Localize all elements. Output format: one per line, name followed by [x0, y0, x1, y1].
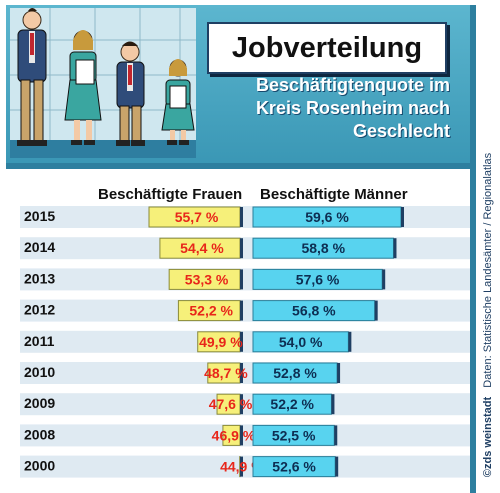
series-header-men: Beschäftigte Männer	[260, 186, 408, 203]
men-bar-edge	[335, 456, 339, 477]
row-band	[20, 268, 470, 291]
right-edge-strip	[470, 5, 476, 493]
women-bar-edge	[240, 394, 243, 415]
source-brand: ©zds weinstadt	[482, 396, 494, 478]
men-bar-edge	[331, 394, 335, 415]
men-bar-edge	[337, 363, 341, 383]
year-label: 2011	[24, 333, 55, 349]
person-man-left	[17, 8, 47, 146]
row-band	[20, 237, 470, 260]
row-band	[20, 393, 470, 416]
chart-title: Jobverteilung	[231, 32, 423, 64]
women-value-label: 54,4 %	[180, 240, 224, 256]
men-value-label: 58,8 %	[301, 240, 345, 256]
women-value-label: 55,7 %	[175, 209, 219, 225]
row-band	[20, 455, 470, 478]
women-value-label: 49,9 %	[199, 334, 243, 350]
men-value-label: 52,6 %	[272, 459, 316, 475]
series-header-women: Beschäftigte Frauen	[98, 186, 243, 203]
men-value-label: 52,8 %	[273, 365, 317, 381]
women-bar-edge	[240, 238, 243, 259]
person-man-right	[116, 41, 145, 146]
men-bar-edge	[334, 425, 338, 446]
person-woman-right	[161, 59, 195, 145]
row-band	[20, 424, 470, 447]
floor	[10, 140, 196, 158]
women-value-label: 46,9 %	[212, 427, 256, 443]
men-value-label: 52,2 %	[270, 396, 314, 412]
men-value-label: 52,5 %	[272, 427, 316, 443]
year-label: 2008	[24, 426, 55, 442]
row-band	[20, 330, 470, 353]
women-bar-edge	[240, 456, 243, 477]
men-bar-edge	[374, 300, 378, 321]
men-bar-edge	[348, 331, 352, 352]
men-bar-edge	[393, 238, 397, 259]
person-woman-left	[64, 30, 102, 145]
women-bar-edge	[240, 269, 243, 290]
source-credit: ©zds weinstadt Daten: Statistische Lande…	[482, 153, 494, 477]
women-bar-edge	[240, 300, 243, 321]
source-text: Daten: Statistische Landesämter / Region…	[482, 152, 494, 388]
men-value-label: 57,6 %	[296, 271, 340, 287]
chart-rows: 2015 55,7 % 59,6 % 2014 54,4 % 58,8 % 2013 53,3…	[20, 206, 470, 478]
subtitle-line-3: Geschlecht	[352, 121, 450, 141]
women-bar-edge	[240, 207, 243, 227]
year-label: 2009	[24, 395, 55, 411]
people-illustration	[10, 8, 196, 158]
men-bar-edge	[401, 207, 404, 227]
men-value-label: 56,8 %	[292, 303, 336, 319]
year-label: 2014	[24, 239, 55, 255]
year-label: 2000	[24, 458, 55, 474]
women-value-label: 53,3 %	[185, 271, 229, 287]
year-label: 2015	[24, 208, 55, 224]
men-bar	[252, 237, 394, 259]
row-band	[20, 299, 470, 322]
women-bar-edge	[240, 363, 243, 383]
title-box: Jobverteilung	[207, 22, 447, 74]
header-bottom-edge	[6, 163, 476, 169]
subtitle-line-2: Kreis Rosenheim nach	[255, 98, 450, 118]
men-value-label: 54,0 %	[279, 334, 323, 350]
year-label: 2010	[24, 364, 55, 380]
women-value-label: 52,2 %	[189, 303, 233, 319]
year-label: 2012	[24, 302, 55, 318]
row-band	[20, 362, 470, 384]
women-bar-edge	[240, 331, 243, 352]
women-value-label: 48,7 %	[204, 365, 248, 381]
year-label: 2013	[24, 270, 55, 286]
men-value-label: 59,6 %	[305, 209, 349, 225]
women-value-label: 47,6 %	[209, 396, 253, 412]
subtitle-line-1: Beschäftigtenquote im	[255, 75, 450, 95]
chart-subtitle: Beschäftigtenquote im Kreis Rosenheim na…	[200, 74, 450, 143]
women-bar-edge	[240, 425, 243, 446]
men-bar-edge	[382, 269, 386, 290]
